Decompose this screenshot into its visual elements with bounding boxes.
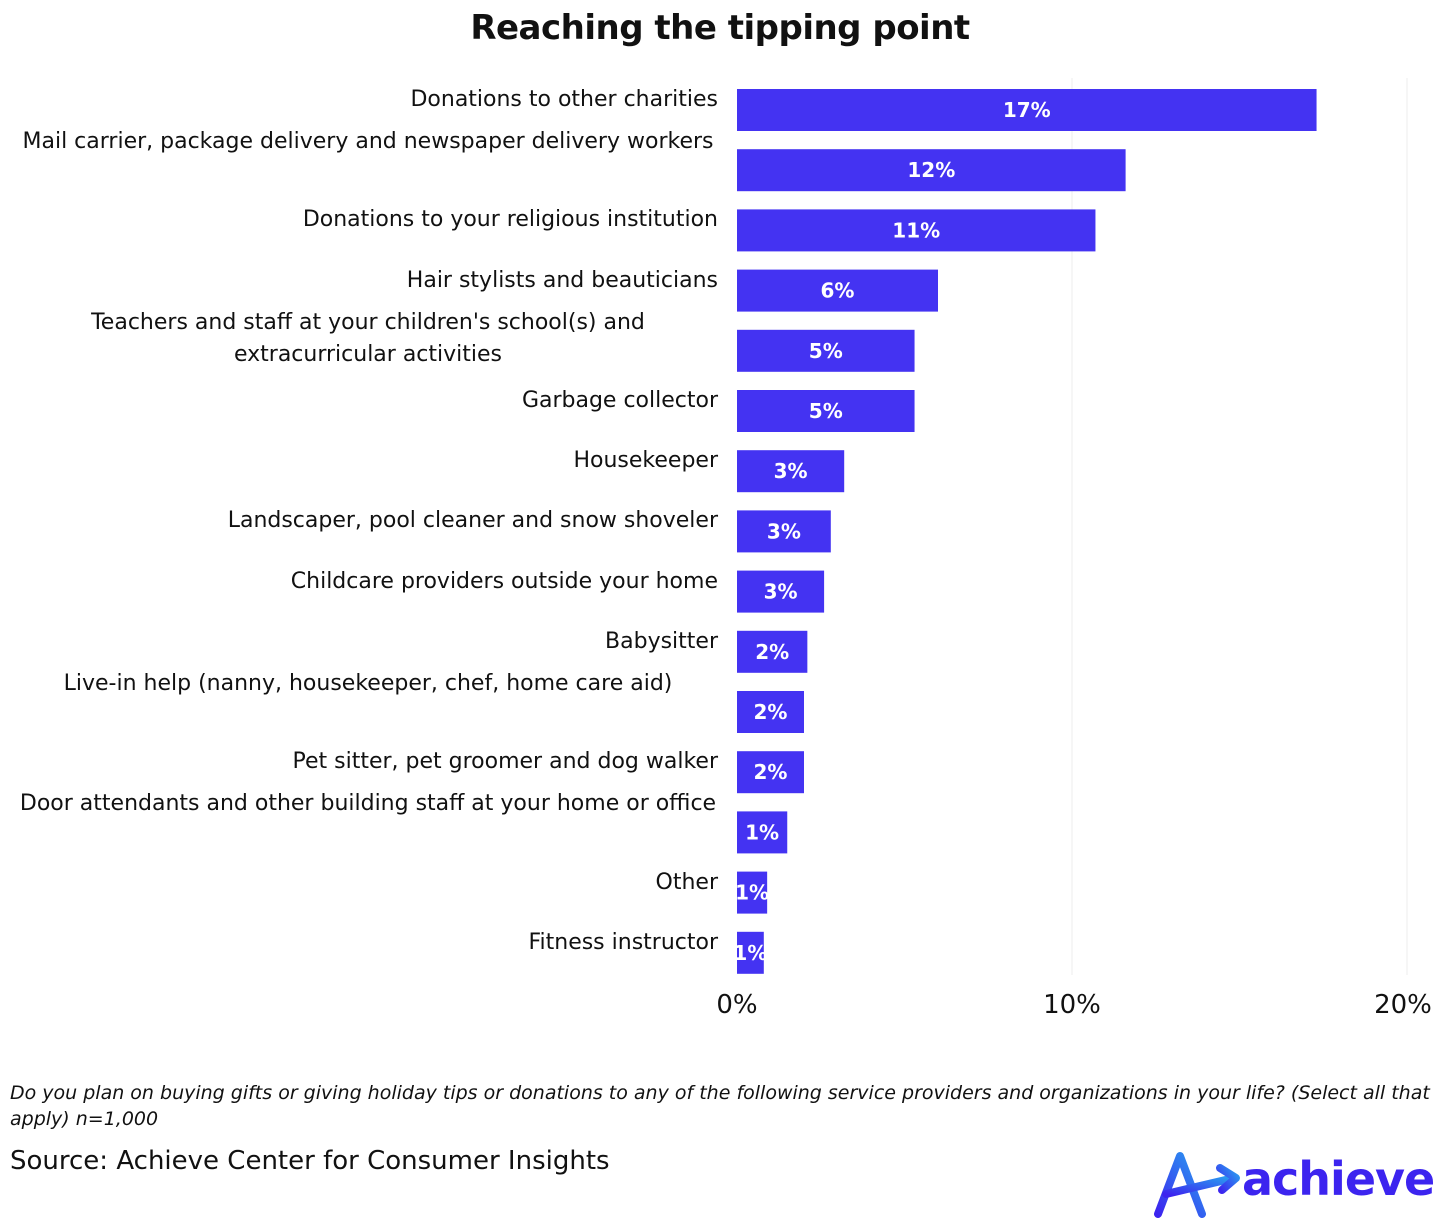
category-label: Pet sitter, pet groomer and dog walker — [292, 749, 719, 775]
category-label: Live-in help (nanny, housekeeper, chef, … — [63, 671, 673, 696]
category-label: Donations to other charities — [410, 87, 718, 112]
bar-value-label: 1% — [735, 881, 769, 905]
bar — [737, 871, 768, 914]
category-label: Childcare providers outside your home — [290, 568, 718, 594]
bar — [737, 89, 1317, 131]
bar-chart: 17% 12% 11% 6% 5% 5% 3% 3% 3% 2% 2% 2% 1% 1% 1% — [733, 78, 1408, 975]
bar — [737, 329, 915, 372]
category-label: Door attendants and other building staff… — [19, 791, 717, 817]
bar-value-label: 2% — [754, 760, 788, 784]
achieve-logo: achieve — [1150, 1148, 1440, 1218]
bar-value-label: 2% — [754, 700, 788, 724]
bar — [737, 209, 1096, 252]
bar-value-label: 11% — [892, 218, 940, 242]
logo-text: achieve — [1242, 1152, 1435, 1206]
chart-title: Reaching the tipping point — [470, 8, 970, 48]
bar — [737, 811, 788, 854]
x-tick-label: 0% — [716, 990, 758, 1020]
bar — [737, 931, 764, 974]
bar-value-label: 3% — [774, 459, 808, 483]
category-label: Babysitter — [605, 628, 718, 654]
bar-value-label: 3% — [764, 580, 798, 604]
bar-value-label: 5% — [809, 399, 843, 423]
category-label: Garbage collector — [521, 388, 718, 413]
category-label: Other — [655, 869, 718, 895]
category-label: Mail carrier, package delivery and newsp… — [22, 129, 714, 155]
category-label: Fitness instructor — [528, 929, 718, 955]
achieve-arrow-logo-icon — [1154, 1152, 1240, 1218]
bar-value-label: 1% — [745, 820, 779, 844]
bar — [737, 149, 1126, 192]
bar-value-label: 17% — [1003, 98, 1051, 122]
bar — [737, 630, 808, 673]
bar-value-label: 3% — [767, 519, 801, 543]
bar — [737, 751, 804, 794]
bar-value-label: 5% — [809, 339, 843, 363]
bar — [737, 691, 804, 733]
category-label: Hair stylists and beauticians — [406, 267, 718, 293]
x-tick-label: 10% — [1043, 990, 1101, 1020]
x-tick-label: 20% — [1374, 990, 1432, 1020]
bar — [737, 510, 831, 553]
bar — [737, 390, 915, 432]
bar-value-label: 1% — [733, 941, 767, 965]
source-text: Source: Achieve Center for Consumer Insi… — [10, 1146, 610, 1176]
bar — [737, 570, 825, 613]
category-label: Housekeeper — [573, 448, 718, 474]
bar-value-label: 2% — [755, 640, 789, 664]
bar — [737, 450, 845, 493]
category-label: Landscaper, pool cleaner and snow shovel… — [227, 508, 718, 534]
category-label: Donations to your religious institution — [302, 207, 718, 233]
bar-value-label: 6% — [821, 279, 855, 303]
bar-value-label: 12% — [907, 158, 955, 182]
category-label: Teachers and staff at your children's sc… — [91, 309, 645, 367]
survey-question-note: Do you plan on buying gifts or giving ho… — [10, 1082, 1430, 1130]
bar — [737, 269, 938, 312]
